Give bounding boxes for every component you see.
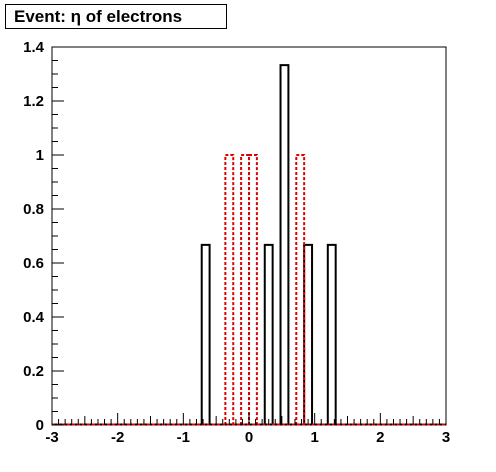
solid-bin-1 — [263, 243, 274, 425]
series-dashed — [224, 154, 306, 425]
chart-title: Event: η of electrons — [5, 4, 227, 29]
x-tick-label: -3 — [45, 429, 58, 446]
dashed-bin-3 — [295, 154, 306, 425]
y-tick-label: 0.2 — [23, 363, 44, 380]
y-axis: 0 0.2 0.4 0.6 0.8 1 1.2 1.4 — [23, 39, 64, 434]
y-tick-label: 1 — [36, 147, 44, 164]
x-tick-label: -1 — [177, 429, 190, 446]
y-tick-label: 0.8 — [23, 201, 44, 218]
dashed-bin-0 — [224, 154, 235, 425]
solid-bin-4 — [326, 243, 337, 425]
x-tick-label: 1 — [310, 429, 318, 446]
y-tick-label: 0.6 — [23, 255, 44, 272]
y-tick-label: 0 — [36, 417, 44, 434]
dashed-bin-2 — [248, 154, 258, 425]
x-tick-label: 3 — [442, 429, 450, 446]
series-solid — [200, 64, 337, 425]
solid-bin-0 — [200, 243, 211, 425]
y-tick-label: 0.4 — [23, 309, 45, 326]
solid-bin-3 — [303, 243, 314, 425]
y-tick-label: 1.2 — [23, 93, 44, 110]
solid-bin-2 — [279, 64, 290, 425]
y-tick-label: 1.4 — [23, 39, 45, 56]
x-tick-label: -2 — [111, 429, 124, 446]
x-tick-label: 0 — [245, 429, 253, 446]
x-tick-label: 2 — [376, 429, 384, 446]
dashed-bin-1 — [240, 154, 250, 425]
x-axis: -3 -2 -1 0 1 2 3 — [45, 413, 450, 446]
